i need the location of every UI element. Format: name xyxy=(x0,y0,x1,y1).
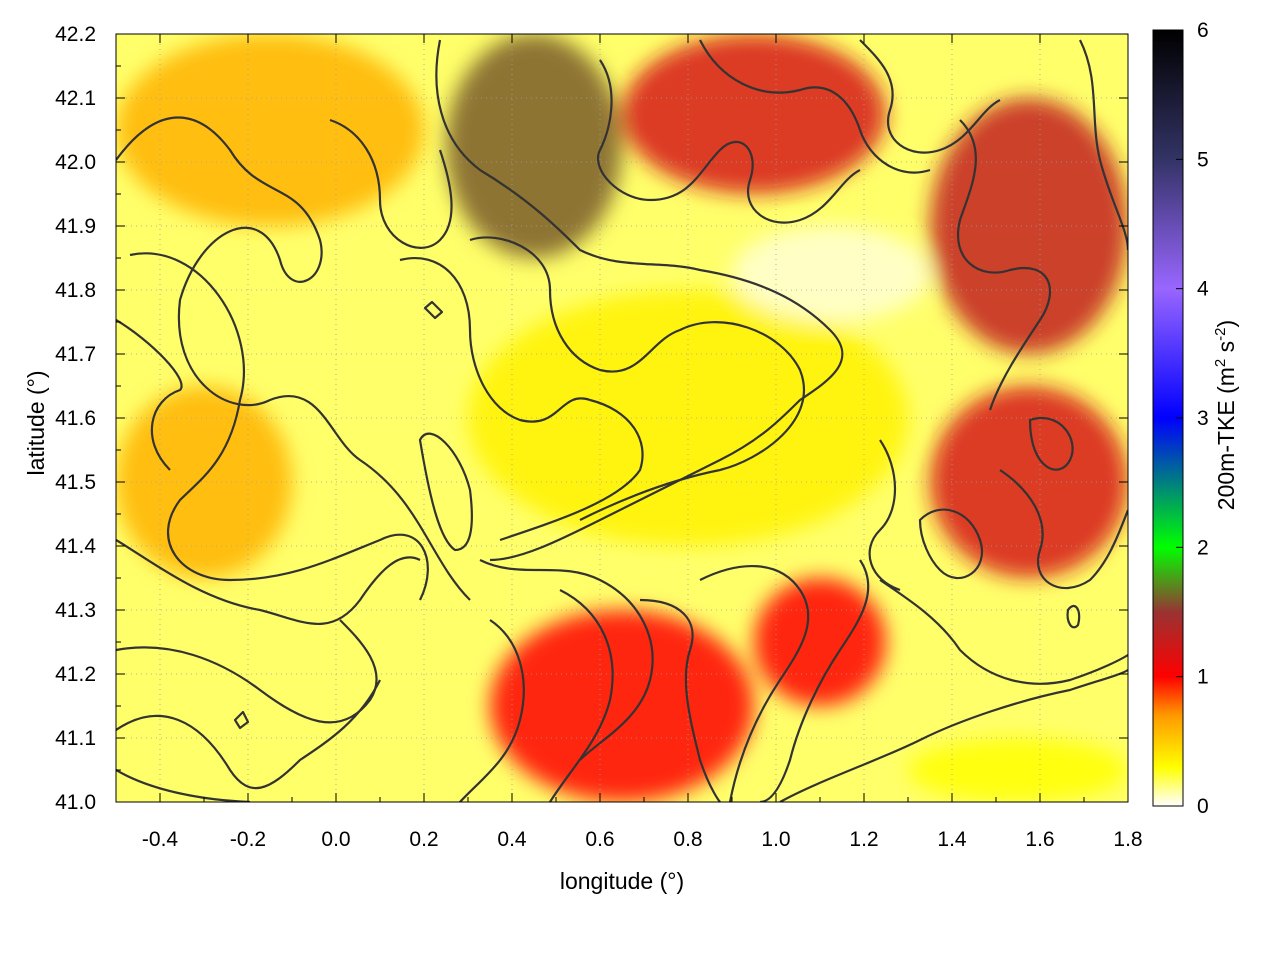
contour-line xyxy=(859,39,1001,154)
contour-line xyxy=(116,116,471,601)
x-tick-label: 0.2 xyxy=(409,828,438,851)
field-region xyxy=(930,386,1128,578)
contour-line xyxy=(699,39,931,174)
contour-line xyxy=(116,319,183,471)
y-tick-label: 41.4 xyxy=(55,535,96,558)
colorbar-title-base: 200m-TKE (m xyxy=(1213,367,1239,510)
y-tick-label: 41.5 xyxy=(55,471,96,494)
contour-line xyxy=(759,559,870,802)
x-tick-label: 1.2 xyxy=(849,828,878,851)
y-tick-label: 42.1 xyxy=(55,87,96,110)
contour-line xyxy=(116,539,421,625)
field-region xyxy=(930,98,1128,354)
contour-line xyxy=(129,252,429,601)
colorbar-tick-label: 1 xyxy=(1197,666,1209,689)
x-tick-label: 1.8 xyxy=(1113,828,1142,851)
contour-line xyxy=(116,769,251,802)
y-tick-label: 41.3 xyxy=(55,599,96,622)
x-tick-label: -0.2 xyxy=(230,828,266,851)
contour-line xyxy=(116,619,378,724)
field-region xyxy=(468,290,908,546)
colorbar-tick-label: 5 xyxy=(1197,148,1209,171)
colorbar-title-sup2: -2 xyxy=(1212,327,1229,340)
contour-line xyxy=(423,300,444,320)
field-region xyxy=(732,226,930,322)
colorbar-title: 200m-TKE (m2 s-2) xyxy=(1212,320,1239,510)
field-region xyxy=(446,34,622,258)
y-tick-label: 41.0 xyxy=(55,791,96,814)
colorbar-tick-label: 6 xyxy=(1197,19,1209,42)
contour-line xyxy=(879,579,1128,685)
y-tick-label: 42.2 xyxy=(55,23,96,46)
y-tick-label: 41.9 xyxy=(55,215,96,238)
x-tick-label: 0.4 xyxy=(497,828,527,851)
y-tick-label: 41.1 xyxy=(55,727,96,750)
contour-line xyxy=(479,559,654,761)
y-tick-label: 41.8 xyxy=(55,279,96,302)
contour-line xyxy=(233,710,250,730)
x-axis-title: longitude (°) xyxy=(560,868,684,894)
contour-line xyxy=(779,669,1128,802)
contour-line xyxy=(699,564,810,802)
x-axis: -0.4 -0.2 0.0 0.2 0.4 0.6 0.8 1.0 1.2 1.4 1.6 1.8 xyxy=(115,34,1143,851)
y-tick-label: 41.6 xyxy=(55,407,96,430)
contour-line xyxy=(469,236,806,521)
contour-line xyxy=(435,39,844,562)
field-region xyxy=(908,738,1128,802)
terrain-contours xyxy=(116,39,1128,802)
x-tick-label: 0.0 xyxy=(321,828,350,851)
contour-line xyxy=(549,589,614,802)
x-tick-label: 1.4 xyxy=(937,828,967,851)
contour-line xyxy=(1079,39,1128,251)
y-axis-title: latitude (°) xyxy=(23,370,49,475)
field-region xyxy=(116,386,292,578)
field-region xyxy=(622,34,886,194)
contour-line xyxy=(116,679,381,790)
field-region xyxy=(490,610,754,802)
colorbar-title-end: ) xyxy=(1213,320,1239,328)
x-tick-label: 0.6 xyxy=(585,828,614,851)
y-tick-label: 41.2 xyxy=(55,663,96,686)
colorbar-title-sup1: 2 xyxy=(1212,359,1229,367)
y-tick-label: 42.0 xyxy=(55,151,96,174)
contour-line xyxy=(1028,417,1074,471)
contour-line xyxy=(957,119,1052,411)
x-tick-label: 0.8 xyxy=(673,828,702,851)
colorbar-tick-label: 4 xyxy=(1197,278,1209,301)
contour-line xyxy=(399,257,644,542)
contour-line xyxy=(597,59,861,224)
colorbar-tick-label: 0 xyxy=(1197,795,1209,818)
y-axis: 41.0 41.1 41.2 41.3 41.4 41.5 41.6 41.7 41.8 41.9… xyxy=(55,23,1128,814)
contour-line xyxy=(1066,604,1081,629)
contour-line xyxy=(459,619,525,802)
x-tick-label: 1.6 xyxy=(1025,828,1054,851)
contour-line xyxy=(639,598,721,802)
grid-lines xyxy=(116,34,1128,802)
y-tick-label: 41.7 xyxy=(55,343,96,366)
contour-line xyxy=(868,439,901,592)
contour-line xyxy=(418,432,473,552)
field-region xyxy=(116,34,424,226)
x-tick-label: 1.0 xyxy=(761,828,790,851)
colorbar-tick-label: 2 xyxy=(1197,536,1209,559)
contour-line xyxy=(329,118,453,249)
contour-line xyxy=(918,508,983,580)
x-tick-label: -0.4 xyxy=(142,828,179,851)
colorbar-tick-label: 3 xyxy=(1197,407,1209,430)
colorbar-title-mid: s xyxy=(1213,341,1239,359)
contour-line xyxy=(999,469,1128,590)
colorbar-axis: 0 1 2 3 4 5 6 xyxy=(1176,19,1209,818)
